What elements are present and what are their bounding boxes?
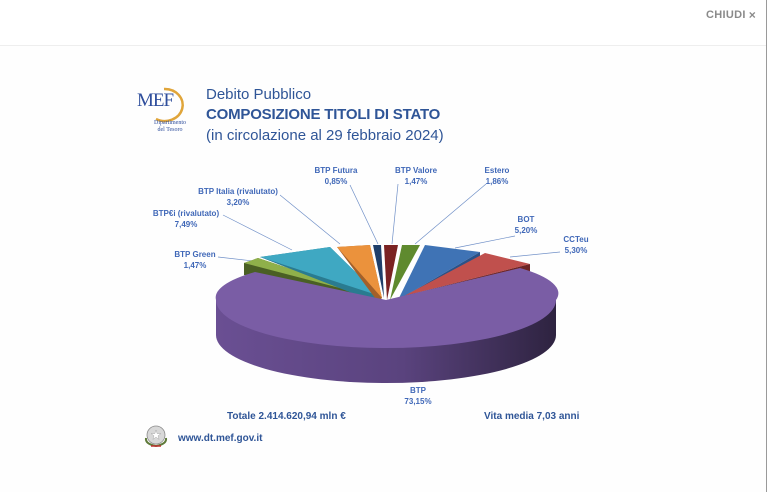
chart-title-block: Debito Pubblico COMPOSIZIONE TITOLI DI S… <box>206 85 444 146</box>
mef-sub-line1: Dipartimento <box>154 120 186 126</box>
close-button[interactable]: CHIUDI × <box>706 8 756 22</box>
mef-logo: MEF Dipartimento del Tesoro <box>134 86 194 136</box>
average-life: Vita media 7,03 anni <box>484 411 580 422</box>
slice-btp <box>215 268 559 383</box>
chart-subtitle: (in circolazione al 29 febbraio 2024) <box>206 127 444 144</box>
label-value: 3,20% <box>226 198 250 207</box>
close-label: CHIUDI <box>705 9 746 21</box>
label-name: BTP Valore <box>394 166 438 175</box>
scrollbar-edge <box>766 0 767 492</box>
slice-btp-italia <box>337 245 382 302</box>
label-value: 1,47% <box>404 177 428 186</box>
label-btp-futura: BTP Futura 0,85% <box>308 165 364 187</box>
label-value: 7,49% <box>174 220 198 229</box>
content-area <box>0 46 766 492</box>
label-value: 5,20% <box>514 226 538 235</box>
mef-logo-text: MEF <box>137 90 174 111</box>
chart-title: COMPOSIZIONE TITOLI DI STATO <box>206 106 441 123</box>
label-value: 1,47% <box>183 261 207 270</box>
label-value: 5,30% <box>564 246 588 255</box>
label-name: BTP€i (rivalutato) <box>152 209 220 218</box>
label-name: BTP Green <box>174 250 216 259</box>
slice-estero <box>390 245 420 300</box>
label-name: BTP Italia (rivalutato) <box>198 187 278 196</box>
label-btpei: BTP€i (rivalutato) 7,49% <box>146 208 226 230</box>
label-bot: BOT 5,20% <box>506 214 546 236</box>
slice-btpei <box>260 247 380 302</box>
slice-btp-valore <box>384 245 398 300</box>
label-value: 1,86% <box>485 177 509 186</box>
close-icon: × <box>748 8 756 22</box>
website-link[interactable]: www.dt.mef.gov.it <box>178 433 263 444</box>
label-ccteu: CCTeu 5,30% <box>556 234 596 256</box>
italian-emblem-icon <box>144 425 168 448</box>
label-name: CCTeu <box>563 235 589 244</box>
label-btp-valore: BTP Valore 1,47% <box>388 165 444 187</box>
label-name: BTP <box>410 386 426 395</box>
modal-topbar: CHIUDI × <box>0 0 766 46</box>
mef-logo-arc-icon <box>155 87 184 123</box>
label-name: BTP Futura <box>314 166 358 175</box>
label-btp-italia: BTP Italia (rivalutato) 3,20% <box>188 186 288 208</box>
label-value: 73,15% <box>404 397 432 406</box>
label-value: 0,85% <box>324 177 348 186</box>
mef-logo-subtitle: Dipartimento del Tesoro <box>154 120 186 134</box>
total-amount: Totale 2.414.620,94 mln € <box>227 411 346 422</box>
label-name: BOT <box>517 215 535 224</box>
chart-supertitle: Debito Pubblico <box>206 86 312 103</box>
label-btp-green: BTP Green 1,47% <box>170 249 220 271</box>
label-estero: Estero 1,86% <box>472 165 522 187</box>
leader-lines <box>217 183 561 263</box>
label-btp: BTP 73,15% <box>398 385 438 407</box>
mef-sub-line2: del Tesoro <box>157 127 183 133</box>
label-name: Estero <box>484 166 510 175</box>
slice-btp-futura <box>373 245 384 298</box>
